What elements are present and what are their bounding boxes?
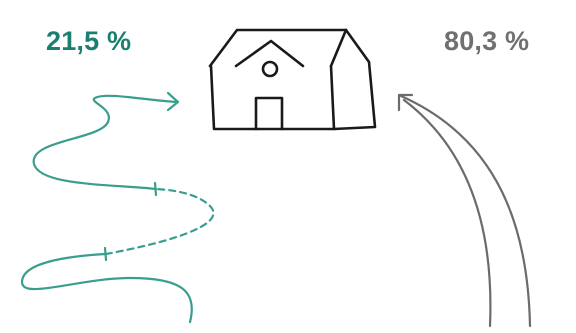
teal-arrowhead xyxy=(166,91,180,112)
gray-arrow-line-outer xyxy=(399,94,532,328)
teal-tick-2 xyxy=(153,181,158,197)
left-percentage-label: 21,5 % xyxy=(46,26,132,56)
gray-arrowhead xyxy=(397,93,414,112)
right-percentage-label: 80,3 % xyxy=(444,26,530,56)
gray-arrow xyxy=(397,93,532,328)
teal-path-solid-lower xyxy=(32,94,178,191)
teal-tick-1 xyxy=(103,246,108,262)
teal-path-dashed xyxy=(104,187,215,256)
gray-arrow-line-inner xyxy=(402,98,492,328)
teal-path xyxy=(20,91,215,324)
teal-path-solid-upper xyxy=(20,252,193,324)
house-icon xyxy=(208,28,377,131)
